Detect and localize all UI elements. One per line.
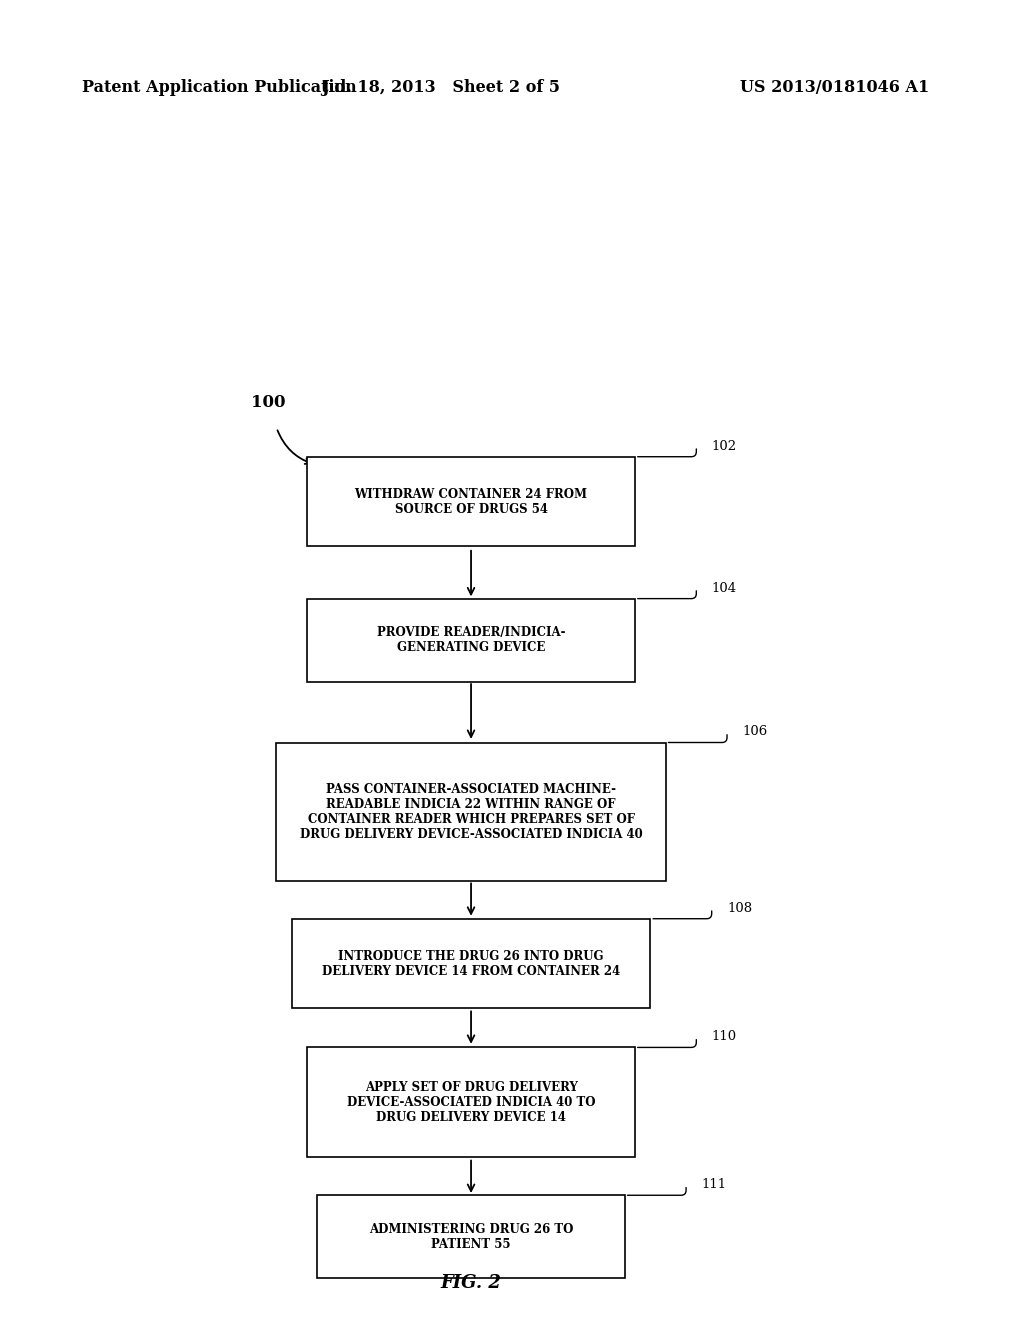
Text: ADMINISTERING DRUG 26 TO
PATIENT 55: ADMINISTERING DRUG 26 TO PATIENT 55	[369, 1222, 573, 1251]
Text: US 2013/0181046 A1: US 2013/0181046 A1	[740, 79, 929, 95]
Text: 108: 108	[727, 902, 753, 915]
Text: Jul. 18, 2013   Sheet 2 of 5: Jul. 18, 2013 Sheet 2 of 5	[321, 79, 560, 95]
Text: PASS CONTAINER-ASSOCIATED MACHINE-
READABLE INDICIA 22 WITHIN RANGE OF
CONTAINER: PASS CONTAINER-ASSOCIATED MACHINE- READA…	[300, 783, 642, 841]
FancyBboxPatch shape	[307, 1048, 635, 1156]
FancyBboxPatch shape	[292, 919, 650, 1008]
FancyBboxPatch shape	[307, 457, 635, 546]
Text: APPLY SET OF DRUG DELIVERY
DEVICE-ASSOCIATED INDICIA 40 TO
DRUG DELIVERY DEVICE : APPLY SET OF DRUG DELIVERY DEVICE-ASSOCI…	[347, 1081, 595, 1123]
Text: 100: 100	[251, 395, 286, 411]
Text: INTRODUCE THE DRUG 26 INTO DRUG
DELIVERY DEVICE 14 FROM CONTAINER 24: INTRODUCE THE DRUG 26 INTO DRUG DELIVERY…	[322, 949, 621, 978]
Text: PROVIDE READER/INDICIA-
GENERATING DEVICE: PROVIDE READER/INDICIA- GENERATING DEVIC…	[377, 626, 565, 655]
Text: 110: 110	[712, 1031, 737, 1043]
Text: 102: 102	[712, 440, 737, 453]
FancyBboxPatch shape	[317, 1196, 625, 1278]
Text: 111: 111	[701, 1179, 727, 1191]
Text: 104: 104	[712, 582, 737, 594]
Text: Patent Application Publication: Patent Application Publication	[82, 79, 356, 95]
FancyBboxPatch shape	[276, 742, 666, 882]
Text: 106: 106	[742, 726, 768, 738]
Text: FIG. 2: FIG. 2	[440, 1274, 502, 1292]
FancyBboxPatch shape	[307, 599, 635, 681]
Text: WITHDRAW CONTAINER 24 FROM
SOURCE OF DRUGS 54: WITHDRAW CONTAINER 24 FROM SOURCE OF DRU…	[354, 487, 588, 516]
